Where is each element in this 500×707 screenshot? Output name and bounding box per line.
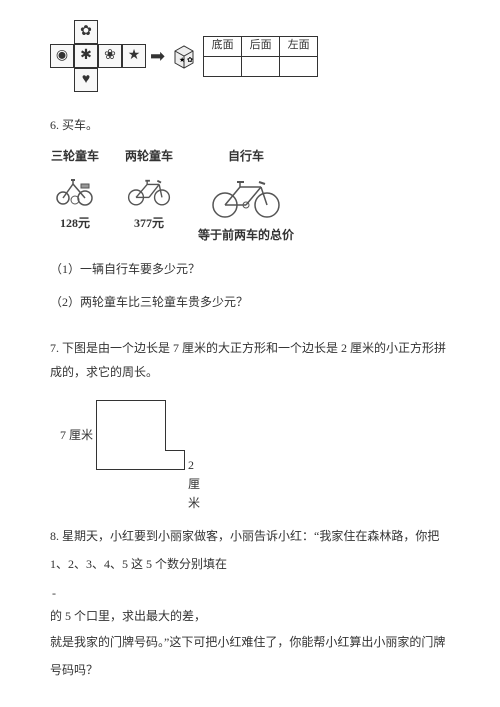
dim-2cm: 2 厘米 <box>188 456 200 514</box>
bike-adult: 自行车 等于前两车的总价 <box>198 147 294 245</box>
q8-line1: 8. 星期天，小红要到小丽家做客，小丽告诉小红：“我家住在森林路，你把 <box>50 524 450 548</box>
net-face-1: ◉ <box>50 44 74 68</box>
cube-net-section: ✿ ◉ ✱ ❀ ★ ♥ ➡ ★ ✿ 底面 后面 <box>50 20 450 92</box>
q6-sub1: （1）一辆自行车要多少元？ <box>50 260 450 279</box>
cube-3d-icon: ★ ✿ <box>169 41 199 71</box>
cube-row: ✿ ◉ ✱ ❀ ★ ♥ ➡ ★ ✿ 底面 后面 <box>50 20 450 92</box>
bicycle-icon <box>206 172 286 220</box>
arrow-icon: ➡ <box>150 42 165 71</box>
face-table: 底面 后面 左面 <box>203 36 318 77</box>
svg-text:★: ★ <box>179 56 185 64</box>
bikes-row: 三轮童车 128元 两轮童车 <box>50 147 450 245</box>
q8-line2: 1、2、3、4、5 这 5 个数分别填在 <box>50 552 450 576</box>
bike-price-1: 377元 <box>134 214 164 233</box>
q6-sub2: （2）两轮童车比三轮童车贵多少元？ <box>50 293 450 312</box>
net-face-bottom: ♥ <box>74 68 98 92</box>
q8-line2b: 的 5 个口里，求出最大的差， <box>50 609 206 623</box>
bike-price-2: 等于前两车的总价 <box>198 226 294 245</box>
bike-label-2: 自行车 <box>228 147 264 166</box>
bike-label-1: 两轮童车 <box>125 147 173 166</box>
tricycle-icon <box>50 172 100 208</box>
face-header-back: 后面 <box>242 36 280 56</box>
question-6: 6. 买车。 三轮童车 128元 两轮童车 <box>50 116 450 312</box>
q8-line4: 号码吗？ <box>50 658 450 682</box>
face-cell-1[interactable] <box>242 56 280 76</box>
net-face-2: ✱ <box>74 44 98 68</box>
face-header-left: 左面 <box>280 36 318 56</box>
q8-line3: 就是我家的门牌号码。”这下可把小红难住了，你能帮小红算出小丽家的门牌 <box>50 630 450 654</box>
q6-heading: 6. 买车。 <box>50 116 450 135</box>
dim-7cm: 7 厘米 <box>60 426 93 445</box>
bike-tricycle: 三轮童车 128元 <box>50 147 100 233</box>
big-square <box>96 400 166 470</box>
face-cell-2[interactable] <box>280 56 318 76</box>
kids-bike-icon <box>124 172 174 208</box>
question-7: 7. 下图是由一个边长是 7 厘米的大正方形和一个边长是 2 厘米的小正方形拼成… <box>50 336 450 500</box>
bike-label-0: 三轮童车 <box>51 147 99 166</box>
cube-net: ✿ ◉ ✱ ❀ ★ ♥ <box>50 20 146 92</box>
question-8: 8. 星期天，小红要到小丽家做客，小丽告诉小红：“我家住在森林路，你把 1、2、… <box>50 524 450 682</box>
net-face-4: ★ <box>122 44 146 68</box>
face-cell-0[interactable] <box>204 56 242 76</box>
bike-price-0: 128元 <box>60 214 90 233</box>
q8-line2a: 1、2、3、4、5 这 5 个数分别填在 <box>50 557 230 571</box>
face-header-bottom: 底面 <box>204 36 242 56</box>
net-face-top: ✿ <box>74 20 98 44</box>
small-square <box>165 450 185 470</box>
perimeter-shape: 7 厘米 2 厘米 <box>60 400 190 500</box>
q7-text: 7. 下图是由一个边长是 7 厘米的大正方形和一个边长是 2 厘米的小正方形拼成… <box>50 336 450 384</box>
net-face-3: ❀ <box>98 44 122 68</box>
svg-text:✿: ✿ <box>187 56 193 64</box>
bike-kids: 两轮童车 377元 <box>124 147 174 233</box>
minus-icon: - <box>50 584 58 603</box>
